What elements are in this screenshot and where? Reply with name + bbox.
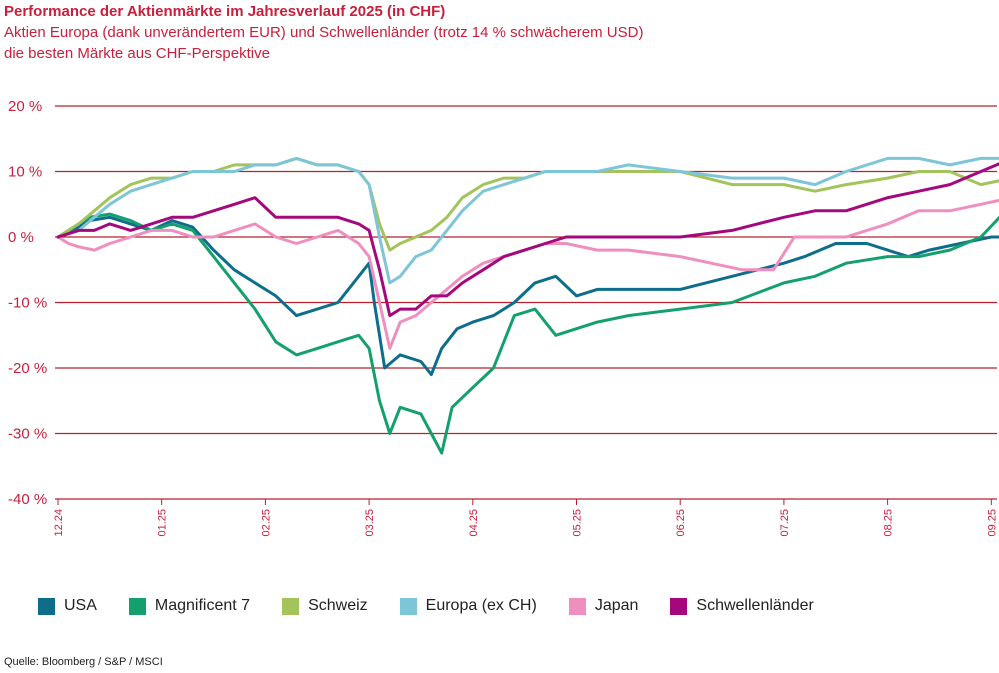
series-line-europa-ex-ch- xyxy=(56,156,999,285)
x-tick-label: 02.25 xyxy=(260,509,272,537)
x-tick-label: 01.25 xyxy=(157,509,169,537)
chart-title: Performance der Aktienmärkte im Jahresve… xyxy=(4,3,446,20)
series-line-schwellenl-nder xyxy=(56,162,999,318)
legend-swatch-usa xyxy=(38,597,55,615)
series-line-magnificent-7 xyxy=(56,212,999,455)
x-tick-label: 05.25 xyxy=(572,509,584,537)
legend-swatch-magnificent-7 xyxy=(128,597,146,615)
legend-item-europa: Europa (ex CH) xyxy=(399,597,537,615)
legend-label-schwellenlaender: Schwellenländer xyxy=(696,597,814,614)
legend-item-usa: USA xyxy=(38,597,97,615)
x-tick-label: 03.25 xyxy=(364,509,376,537)
x-tick-label: 06.25 xyxy=(675,509,687,537)
legend-swatch-europa xyxy=(399,597,417,615)
series-line-usa xyxy=(56,215,999,377)
y-tick-label: -20 % xyxy=(8,360,47,377)
y-tick-label: 20 % xyxy=(8,98,42,115)
legend-item-japan: Japan xyxy=(568,597,639,615)
y-tick-label: 10 % xyxy=(8,164,42,181)
x-tick-label: 04.25 xyxy=(468,509,480,537)
legend-swatch-schweiz xyxy=(282,597,300,615)
chart-subtitle-line-2: die besten Märkte aus CHF-Perspektive xyxy=(4,45,270,62)
y-tick-label: 0 % xyxy=(8,229,34,246)
legend-label-usa: USA xyxy=(64,597,97,614)
chart-subtitle-line-1: Aktien Europa (dank unverändertem EUR) u… xyxy=(4,24,644,41)
legend-item-magnificent-7: Magnificent 7 xyxy=(128,597,251,615)
legend-label-europa: Europa (ex CH) xyxy=(425,597,537,614)
legend-swatch-japan xyxy=(568,597,586,615)
x-tick-label: 07.25 xyxy=(779,509,791,537)
x-tick-label: 09.25 xyxy=(986,509,998,537)
x-tick-label: 12.24 xyxy=(53,509,65,537)
legend-label-japan: Japan xyxy=(594,597,639,614)
y-tick-label: -30 % xyxy=(8,426,47,443)
legend-item-schweiz: Schweiz xyxy=(282,597,368,615)
legend-swatch-schwellenlaender xyxy=(670,597,688,615)
legend-label-magnificent-7: Magnificent 7 xyxy=(154,597,251,614)
x-tick-label: 08.25 xyxy=(883,509,895,537)
series-line-japan xyxy=(56,198,999,350)
y-tick-label: -10 % xyxy=(8,295,47,312)
y-tick-label: -40 % xyxy=(8,491,47,508)
legend-label-schweiz: Schweiz xyxy=(308,597,368,614)
legend-item-schwellenlaender: Schwellenländer xyxy=(670,597,814,615)
chart-legend: USA Magnificent 7 Schweiz Europa (ex CH)… xyxy=(38,597,846,615)
source-note: Quelle: Bloomberg / S&P / MSCI xyxy=(4,656,163,668)
